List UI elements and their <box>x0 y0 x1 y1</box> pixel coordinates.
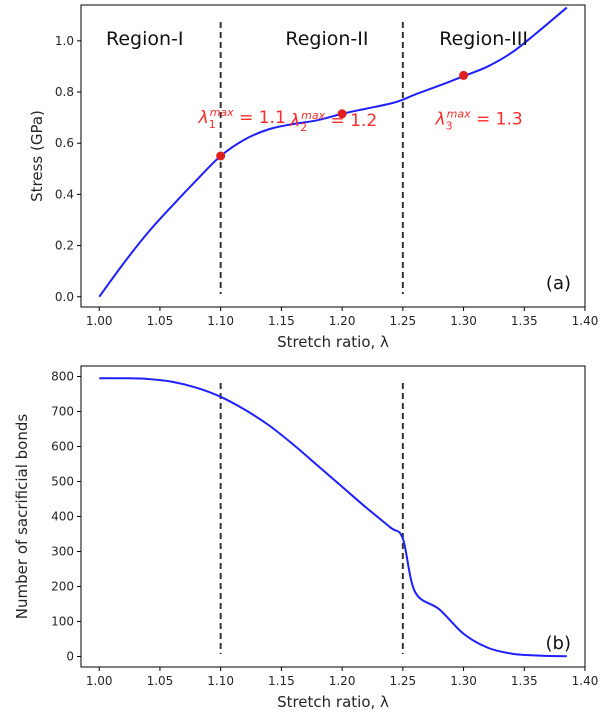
x-tick-label: 1.00 <box>86 314 113 328</box>
x-tick-label: 1.35 <box>511 314 538 328</box>
x-tick-label: 1.25 <box>389 674 416 688</box>
x-tick-label: 1.00 <box>86 674 113 688</box>
y-tick-label: 400 <box>51 510 74 524</box>
bonds-chart: 1.00 1.05 1.10 1.15 1.20 1.25 1.30 1.35 1.40 0 100… <box>13 365 599 711</box>
annotation-symbol: λ <box>435 109 446 129</box>
axes-frame <box>80 4 586 308</box>
x-tick-label: 1.40 <box>572 314 599 328</box>
series-line <box>99 377 567 658</box>
y-tick-label: 0.6 <box>55 136 74 150</box>
x-tick-label: 1.10 <box>207 674 234 688</box>
y-tick-label: 800 <box>51 370 74 384</box>
x-tick-label: 1.25 <box>389 314 416 328</box>
x-tick-label: 1.20 <box>329 674 356 688</box>
x-tick-label: 1.30 <box>450 674 477 688</box>
annotation-value: = 1.2 <box>325 111 377 131</box>
x-tick-label: 1.15 <box>268 674 295 688</box>
x-axis-label: Stretch ratio, λ <box>277 693 389 711</box>
annotation-sup: max <box>447 107 471 120</box>
series-line <box>98 6 568 298</box>
annotation-symbol: λ <box>198 108 209 128</box>
x-axis-label: Stretch ratio, λ <box>277 333 389 351</box>
y-axis-label: Number of sacrificial bonds <box>13 414 31 620</box>
stress-chart: 1.00 1.05 1.10 1.15 1.20 1.25 1.30 1.35 1.40 0.0 0… <box>28 4 599 351</box>
x-tick-label: 1.05 <box>147 674 174 688</box>
marker-point <box>337 109 347 119</box>
axes-frame <box>80 365 586 668</box>
y-tick-label: 500 <box>51 475 74 489</box>
x-tick-label: 1.40 <box>572 674 599 688</box>
y-tick-label: 0.0 <box>55 290 74 304</box>
y-tick-label: 100 <box>51 615 74 629</box>
panel-label: (b) <box>546 633 571 654</box>
region-label: Region-III <box>439 28 528 50</box>
x-tick-label: 1.15 <box>268 314 295 328</box>
x-tick-label: 1.10 <box>207 314 234 328</box>
max-stretch-annotation: λ3max = 1.3 <box>435 107 523 132</box>
y-tick-label: 0.8 <box>55 85 74 99</box>
x-tick-label: 1.20 <box>329 314 356 328</box>
x-tick-label: 1.35 <box>511 674 538 688</box>
annotation-sup: max <box>301 109 325 122</box>
y-tick-label: 0 <box>66 650 74 664</box>
y-tick-label: 700 <box>51 405 74 419</box>
marker-point <box>216 151 226 161</box>
y-axis-label: Stress (GPa) <box>28 110 46 202</box>
annotation-symbol: λ <box>289 111 300 131</box>
y-tick-label: 600 <box>51 440 74 454</box>
annotation-sup: max <box>210 106 234 119</box>
marker-point <box>459 70 469 80</box>
x-tick-label: 1.30 <box>450 314 477 328</box>
annotation-sub: 1 <box>209 118 216 131</box>
y-tick-label: 300 <box>51 545 74 559</box>
region-label: Region-II <box>285 28 368 50</box>
y-tick-label: 0.4 <box>55 187 74 201</box>
max-stretch-annotation: λ1max = 1.1 <box>198 106 286 131</box>
x-tick-label: 1.05 <box>147 314 174 328</box>
y-tick-label: 1.0 <box>55 34 74 48</box>
annotation-sub: 2 <box>300 121 307 134</box>
region-label: Region-I <box>106 28 184 50</box>
panel-label: (a) <box>546 273 571 294</box>
annotation-value: = 1.3 <box>471 109 523 129</box>
y-tick-label: 0.2 <box>55 239 74 253</box>
y-tick-label: 200 <box>51 580 74 594</box>
annotation-value: = 1.1 <box>234 108 286 128</box>
max-stretch-annotation: λ2max = 1.2 <box>289 109 377 134</box>
annotation-sub: 3 <box>446 119 453 132</box>
